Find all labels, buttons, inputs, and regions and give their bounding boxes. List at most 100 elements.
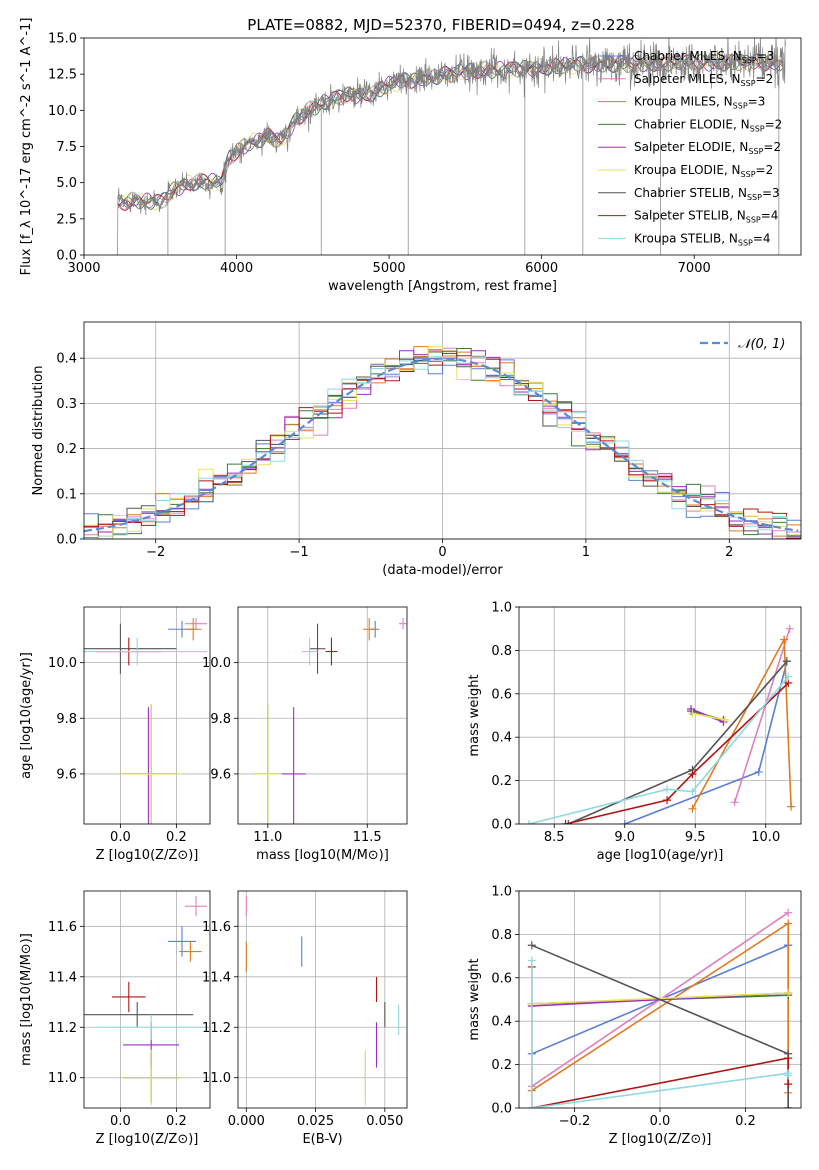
residual-histogram-ytick-label-0: 0.0 xyxy=(56,533,77,548)
massweight-vs-Z-marker-7-3 xyxy=(784,1080,793,1089)
massweight-vs-age-marker-8-3 xyxy=(784,672,793,681)
age-vs-Z-xtick-label-1: 0.2 xyxy=(166,830,187,845)
age-vs-Z-point-2 xyxy=(184,618,202,641)
massweight-vs-Z-marker-8-3 xyxy=(784,1071,793,1080)
massweight-vs-Z-xlabel: Z [log10(Z/Z⊙)] xyxy=(609,1132,712,1147)
age-vs-mass-ytick-label-2: 10.0 xyxy=(202,656,231,671)
massweight-vs-Z-ylabel: mass weight xyxy=(467,958,482,1040)
massweight-vs-age-xtick-label-3: 10.0 xyxy=(751,830,780,845)
massweight-vs-Z-ytick-label-5: 1.0 xyxy=(491,885,512,900)
residual-histogram-frame xyxy=(83,321,802,540)
age-vs-mass-point-4 xyxy=(281,707,306,824)
residual-histogram-chart: −2 −1 0 1 2 0.0 0.1 0.2 0.3 0.4 (data-model)/error… xyxy=(31,321,802,578)
residual-histogram-xtick-label-0: −2 xyxy=(146,545,165,560)
spectrum-ytick-label-2: 5.0 xyxy=(56,176,77,191)
age-vs-Z-point-8 xyxy=(84,637,208,666)
legend-label-1: Salpeter MILES, NSSP=2 xyxy=(634,72,773,88)
mass-vs-Z-ytick-label-2: 11.4 xyxy=(48,970,77,985)
mass-vs-Z-point-2 xyxy=(179,941,202,962)
histogram-series-0 xyxy=(84,358,801,539)
age-vs-Z-ytick-label-2: 10.0 xyxy=(48,656,77,671)
mass-vs-ebv-plot-area xyxy=(245,896,400,1106)
residual-histogram-ytick-label-1: 0.1 xyxy=(56,487,77,502)
age-vs-mass-xtick-label-0: 11.0 xyxy=(253,830,282,845)
age-vs-Z-plot-area xyxy=(84,618,208,824)
mass-vs-ebv-xlabel: E(B-V) xyxy=(302,1132,342,1147)
mass-vs-ebv-xtick-label-0: 0.000 xyxy=(228,1114,265,1129)
massweight-vs-Z-marker-1-1 xyxy=(784,908,793,917)
age-vs-mass-point-6 xyxy=(309,623,326,674)
massweight-vs-age-marker-7-2 xyxy=(688,770,697,779)
legend-label-2: Kroupa MILES, NSSP=3 xyxy=(634,95,765,111)
normal-legend-label: 𝒩(0, 1) xyxy=(738,337,785,352)
mass-vs-Z-xtick-label-0: 0.0 xyxy=(110,1114,131,1129)
spectrum-ytick-label-4: 10.0 xyxy=(48,104,77,119)
massweight-vs-age-ytick-label-1: 0.2 xyxy=(491,774,512,789)
mass-vs-Z-point-1 xyxy=(184,896,208,917)
legend-label-4: Salpeter ELODIE, NSSP=2 xyxy=(634,140,781,156)
mass-vs-Z-point-8 xyxy=(95,1014,208,1040)
massweight-vs-Z-plot-area xyxy=(527,908,793,1108)
age-vs-Z-xtick-label-0: 0.0 xyxy=(110,830,131,845)
mass-vs-Z-ylabel: mass [log10(M/M⊙)] xyxy=(19,933,34,1066)
mass-vs-Z-xtick-label-1: 0.2 xyxy=(166,1114,187,1129)
massweight-vs-age-series-8 xyxy=(528,675,789,824)
spectrum-ytick-label-5: 12.5 xyxy=(48,68,77,83)
massweight-vs-Z-marker-5-1 xyxy=(784,988,793,997)
age-vs-mass-point-2 xyxy=(363,618,376,641)
mass-vs-ebv-ytick-label-3: 11.6 xyxy=(202,920,231,935)
residual-histogram-ytick-label-4: 0.4 xyxy=(56,352,77,367)
spectrum-model-4 xyxy=(117,53,783,209)
spectrum-data-line xyxy=(117,38,786,255)
age-vs-Z-point-1 xyxy=(184,618,208,630)
age-vs-Z-point-5 xyxy=(120,704,182,824)
massweight-vs-age-ylabel: mass weight xyxy=(467,674,482,756)
massweight-vs-age-marker-2-0 xyxy=(688,804,697,813)
massweight-vs-age-chart: 8.5 9.0 9.5 10.0 0.0 0.2 0.4 0.6 0.8 1.0 age [log1… xyxy=(467,601,802,863)
massweight-vs-Z-chart: −0.2 0.0 0.2 0.0 0.2 0.4 0.6 0.8 1.0 Z [log10(Z/Z… xyxy=(467,885,802,1147)
normal-reference-curve xyxy=(84,357,799,533)
massweight-vs-age-xlabel: age [log10(age/yr)] xyxy=(597,848,724,863)
age-vs-Z-chart: 0.0 0.2 9.6 9.8 10.0 Z [log10(Z/Z⊙)] age [log1… xyxy=(19,606,211,863)
massweight-vs-age-xtick-label-2: 9.5 xyxy=(685,830,706,845)
legend-label-3: Chabrier ELODIE, NSSP=2 xyxy=(634,117,782,133)
massweight-vs-age-marker-0-0 xyxy=(620,820,629,824)
massweight-vs-Z-marker-7-2 xyxy=(784,1054,793,1063)
massweight-vs-age-marker-8-1 xyxy=(663,785,672,794)
massweight-vs-age-marker-7-1 xyxy=(663,796,672,805)
age-vs-Z-point-6 xyxy=(84,623,177,674)
age-vs-Z-xlabel: Z [log10(Z/Z⊙)] xyxy=(96,848,199,863)
spectrum-ylabel: Flux [f_λ 10^-17 erg cm^-2 s^-1 A^-1] xyxy=(19,18,34,276)
residual-histogram-xlabel: (data-model)/error xyxy=(382,563,503,578)
age-vs-mass-point-5 xyxy=(253,704,282,824)
spectrum-chart: 3000 4000 5000 6000 7000 0.0 2.5 5.0 7.5 10.0 12.5… xyxy=(19,18,802,294)
age-vs-mass-ytick-label-1: 9.8 xyxy=(210,712,231,727)
residual-histogram-ytick-label-3: 0.3 xyxy=(56,397,77,412)
massweight-vs-Z-marker-8-0 xyxy=(527,956,536,965)
massweight-vs-Z-ytick-label-3: 0.6 xyxy=(491,971,512,986)
massweight-vs-Z-xtick-label-1: 0.0 xyxy=(650,1114,671,1129)
massweight-vs-age-xtick-label-0: 8.5 xyxy=(544,830,565,845)
mass-vs-Z-point-7 xyxy=(112,981,146,1013)
legend-label-5: Kroupa ELODIE, NSSP=2 xyxy=(634,163,773,179)
massweight-vs-age-xtick-label-1: 9.0 xyxy=(614,830,635,845)
age-vs-mass-point-8 xyxy=(301,637,318,666)
massweight-vs-age-series-0 xyxy=(624,661,788,824)
spectrum-ytick-label-1: 2.5 xyxy=(56,212,77,227)
massweight-vs-age-ytick-label-0: 0.0 xyxy=(491,818,512,833)
mass-vs-Z-xlabel: Z [log10(Z/Z⊙)] xyxy=(96,1132,199,1147)
massweight-vs-Z-marker-8-1 xyxy=(527,1104,536,1108)
spectrum-ytick-label-0: 0.0 xyxy=(56,249,77,264)
figure-title: PLATE=0882, MJD=52370, FIBERID=0494, z=0… xyxy=(247,16,634,34)
massweight-vs-age-marker-6-0 xyxy=(564,820,573,824)
massweight-vs-age-marker-6-2 xyxy=(782,657,791,666)
age-vs-mass-frame xyxy=(237,606,408,825)
residual-histogram-xtick-label-3: 1 xyxy=(582,545,590,560)
mass-vs-ebv-xtick-label-2: 0.050 xyxy=(366,1114,403,1129)
massweight-vs-age-marker-8-2 xyxy=(688,787,697,796)
residual-histogram-plot-area xyxy=(84,346,801,539)
age-vs-mass-ytick-label-0: 9.6 xyxy=(210,767,231,782)
age-vs-mass-point-7 xyxy=(325,637,338,666)
mass-vs-ebv-ytick-label-2: 11.4 xyxy=(202,970,231,985)
